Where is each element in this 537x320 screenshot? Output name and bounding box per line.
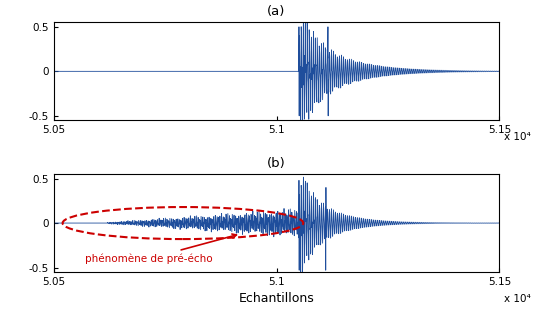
Text: x 10⁴: x 10⁴: [504, 132, 531, 142]
Text: phénomène de pré-écho: phénomène de pré-écho: [85, 234, 236, 264]
Text: x 10⁴: x 10⁴: [504, 293, 531, 304]
X-axis label: Echantillons: Echantillons: [238, 292, 315, 305]
Text: (a): (a): [267, 5, 286, 19]
Text: (b): (b): [267, 157, 286, 170]
